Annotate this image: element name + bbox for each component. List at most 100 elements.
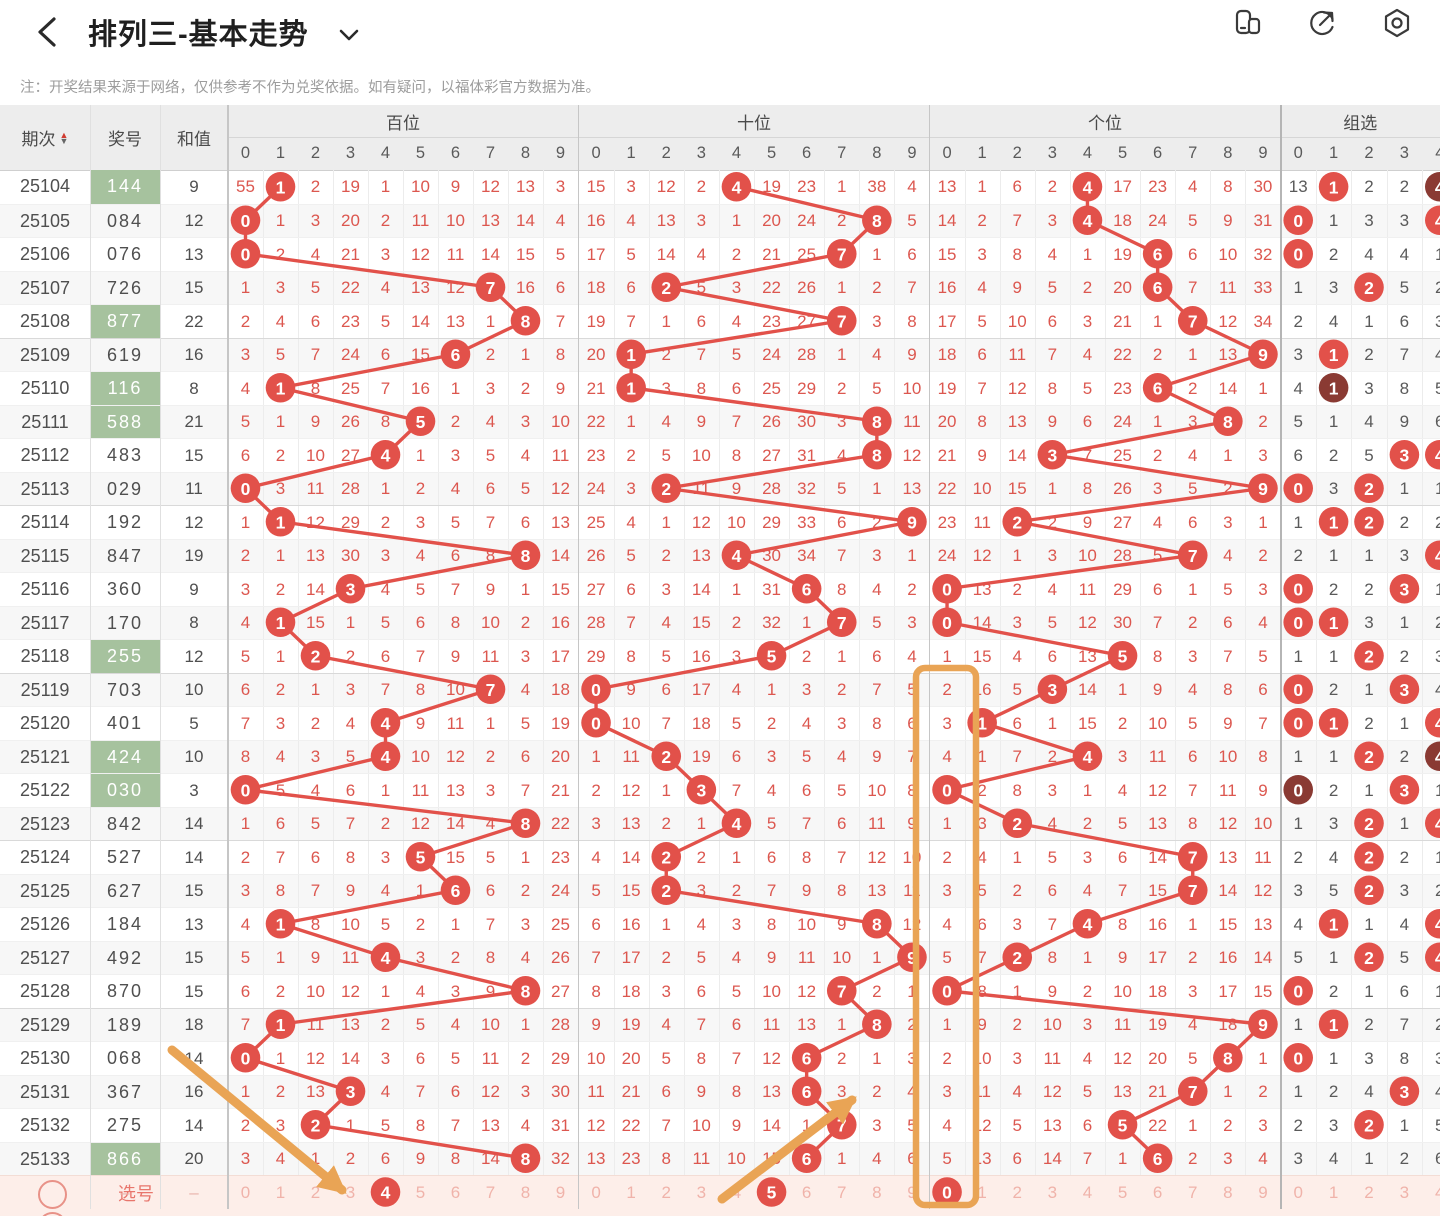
miss-cell: 3 — [368, 1042, 404, 1076]
miss-cell: 11 — [684, 472, 720, 506]
picker-digit[interactable]: 2 — [1012, 1183, 1022, 1202]
sum-cell: 12 — [184, 646, 204, 666]
picker-digit[interactable]: 2 — [661, 1183, 671, 1202]
miss-cell: 8 — [438, 1142, 474, 1176]
miss-cell: 2 — [368, 1008, 404, 1042]
miss-cell — [859, 405, 896, 439]
picker-digit[interactable]: 8 — [872, 1183, 882, 1202]
miss-cell: 15 — [754, 1142, 791, 1176]
miss-cell: 10 — [579, 1042, 615, 1076]
picker-digit[interactable] — [368, 1176, 403, 1210]
picker2-radio[interactable] — [38, 1212, 67, 1216]
miss-cell: 4 — [579, 841, 615, 875]
picker-digit[interactable]: 9 — [1258, 1183, 1268, 1202]
miss-cell: 4 — [754, 774, 791, 808]
miss-cell: 7 — [438, 1109, 474, 1143]
picker-digit[interactable]: 7 — [485, 1183, 496, 1202]
picker-digit[interactable]: 1 — [1328, 1183, 1339, 1202]
picker-digit[interactable]: 3 — [1047, 1183, 1058, 1202]
picker-digit[interactable]: 6 — [1152, 1183, 1163, 1202]
miss-cell — [1245, 472, 1282, 506]
picker-digit[interactable]: 0 — [240, 1183, 251, 1202]
miss-cell: 4 — [930, 1109, 966, 1143]
table-row: 25113 029 11 3 11 28 1 2 4 6 5 12 24 3 11 9 28 32 5 1 13 22 10… — [0, 471, 1440, 506]
miss-cell: 16 — [508, 271, 544, 305]
miss-cell: 3 — [754, 740, 791, 774]
picker-radio[interactable] — [38, 1180, 67, 1209]
miss-cell — [930, 774, 966, 808]
picker-digit[interactable]: 8 — [1223, 1183, 1233, 1202]
picker-digit[interactable]: 6 — [801, 1183, 812, 1202]
miss-cell: 7 — [684, 338, 720, 372]
period-cell: 25106 — [19, 244, 71, 265]
digit-header: 6 — [450, 144, 461, 162]
picker-digit[interactable]: 0 — [1293, 1183, 1303, 1202]
picker-digit[interactable]: 8 — [520, 1183, 531, 1202]
digit-header: 5 — [1117, 144, 1128, 162]
picker-digit[interactable]: 7 — [837, 1183, 847, 1202]
miss-cell: 14 — [930, 204, 966, 238]
picker-digit[interactable] — [754, 1176, 789, 1210]
settings-icon[interactable] — [1381, 7, 1413, 39]
picker-digit[interactable] — [930, 1176, 965, 1210]
picker-digit[interactable]: 3 — [696, 1183, 707, 1202]
miss-cell — [1210, 1042, 1247, 1076]
picker-digit[interactable]: 3 — [345, 1183, 356, 1202]
miss-cell: 6 — [719, 740, 755, 774]
picker-digit[interactable]: 5 — [1117, 1183, 1128, 1202]
picker-digit[interactable]: 2 — [310, 1183, 321, 1202]
digit-header: 8 — [1223, 144, 1233, 162]
miss-cell: 11 — [965, 1075, 1001, 1109]
miss-cell — [859, 908, 896, 942]
miss-cell: 1 — [1140, 305, 1177, 339]
miss-cell: 9 — [965, 439, 1001, 473]
picker-digit[interactable]: 4 — [1435, 1183, 1440, 1202]
chevron-down-icon[interactable] — [334, 20, 364, 50]
miss-cell: 18 — [543, 673, 579, 707]
panels-icon[interactable] — [1232, 7, 1264, 39]
miss-cell: 4 — [1422, 674, 1440, 708]
table-row: 25114 192 12 1 12 29 2 3 5 7 6 13 25 4 1 12 10 29 33 6 2 23 11… — [0, 505, 1440, 540]
miss-cell — [1422, 808, 1440, 842]
miss-cell: 6 — [403, 1042, 439, 1076]
miss-cell: 23 — [579, 439, 615, 473]
miss-cell: 12 — [473, 1075, 509, 1109]
miss-cell: 13 — [930, 170, 966, 204]
picker-digit[interactable]: 1 — [626, 1183, 636, 1202]
miss-cell: 11 — [543, 439, 579, 473]
back-icon[interactable] — [30, 14, 66, 50]
miss-cell: 6 — [1422, 406, 1440, 440]
winning-number-cell: 870 — [106, 981, 144, 1002]
miss-cell: 5 — [649, 640, 685, 674]
miss-cell — [1281, 774, 1317, 808]
miss-cell: 8 — [1175, 807, 1212, 841]
miss-cell: 3 — [1316, 271, 1353, 305]
section-header-z: 组选 — [1343, 113, 1378, 133]
picker-digit[interactable]: 4 — [731, 1183, 742, 1202]
picker-digit[interactable]: 5 — [415, 1183, 426, 1202]
miss-cell: 1 — [1351, 774, 1388, 808]
winning-number-cell: 627 — [106, 880, 144, 901]
picker-digit[interactable]: 9 — [555, 1183, 566, 1202]
share-compass-icon[interactable] — [1306, 7, 1338, 39]
picker-digit[interactable]: 4 — [1082, 1183, 1093, 1202]
miss-cell: 2 — [1035, 506, 1071, 540]
section-border — [159, 105, 161, 1209]
picker-digit[interactable]: 7 — [1188, 1183, 1198, 1202]
picker-digit[interactable]: 2 — [1364, 1183, 1374, 1202]
picker-digit[interactable]: 3 — [1399, 1183, 1410, 1202]
miss-cell: 25 — [579, 506, 615, 540]
picker-digit[interactable]: 1 — [977, 1183, 987, 1202]
column-header-period[interactable]: 期次 ▲ ▼ — [21, 129, 69, 149]
miss-cell: 3 — [298, 740, 334, 774]
miss-cell: 1 — [1316, 204, 1353, 238]
miss-cell: 9 — [473, 975, 509, 1009]
period-cell: 25124 — [19, 847, 71, 868]
picker-digit[interactable]: 0 — [591, 1183, 601, 1202]
miss-cell: 1 — [1000, 539, 1036, 573]
miss-cell: 10 — [473, 606, 509, 640]
miss-cell: 7 — [1035, 338, 1071, 372]
picker-digit[interactable]: 6 — [450, 1183, 461, 1202]
picker-digit[interactable]: 9 — [907, 1183, 917, 1202]
picker-digit[interactable]: 1 — [275, 1183, 286, 1202]
